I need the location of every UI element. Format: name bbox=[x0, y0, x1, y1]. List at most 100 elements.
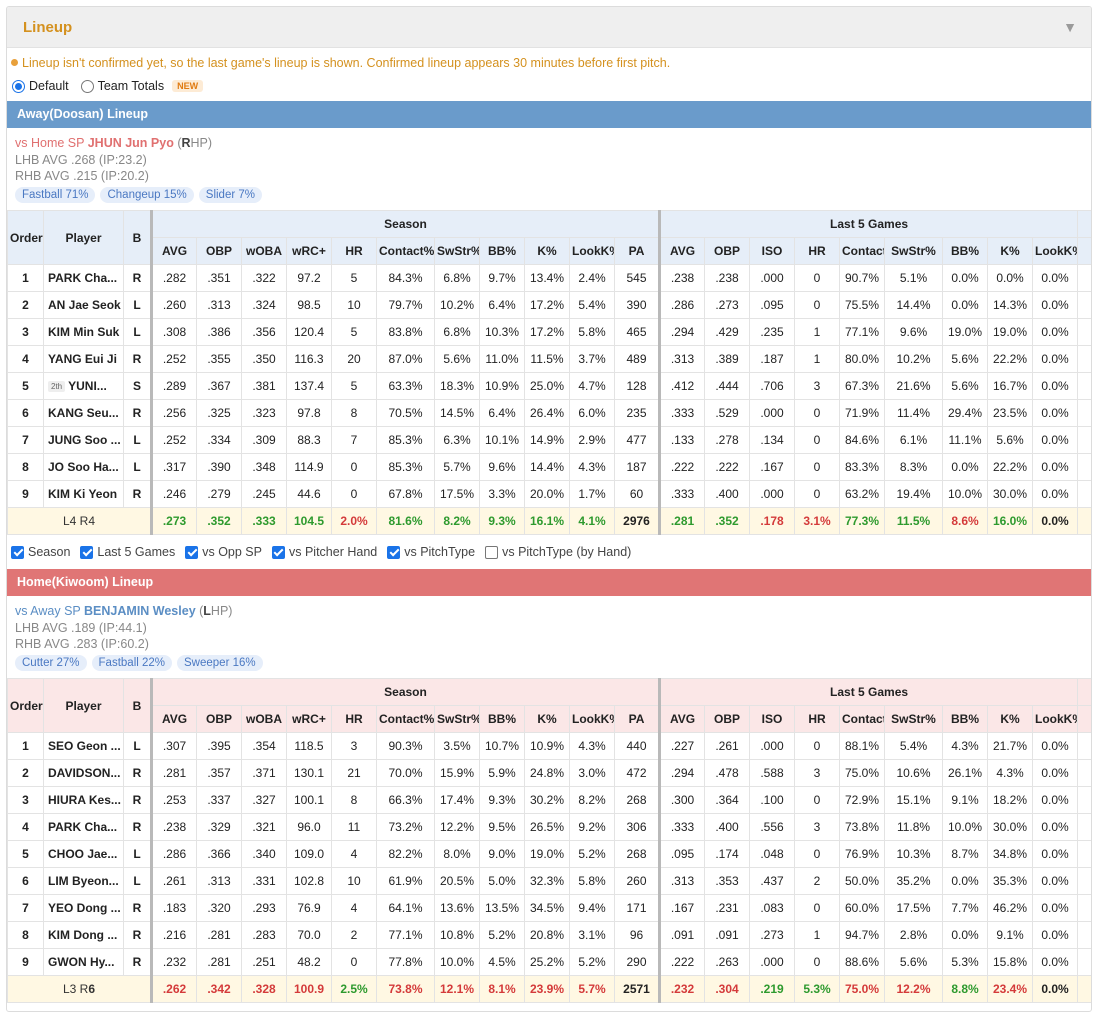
col-season-stat[interactable]: wOBA bbox=[241, 237, 287, 265]
col-season-stat[interactable]: LookK% bbox=[569, 237, 615, 265]
col-last5-stat[interactable]: OBP bbox=[704, 705, 751, 733]
player-cell[interactable]: HIURA Kes... bbox=[43, 786, 124, 814]
mode-default[interactable]: Default bbox=[12, 79, 69, 93]
col-season-stat[interactable]: Contact% bbox=[376, 237, 435, 265]
checkbox-box[interactable] bbox=[11, 545, 24, 559]
filter-checkbox[interactable]: vs Pitcher Hand bbox=[271, 545, 377, 559]
col-season-stat[interactable]: OBP bbox=[196, 237, 242, 265]
away-sp-name[interactable]: JHUN Jun Pyo bbox=[87, 136, 174, 150]
radio-team-totals[interactable] bbox=[80, 79, 94, 93]
player-name[interactable]: KIM Ki Yeon bbox=[48, 487, 118, 501]
player-cell[interactable]: LIM Byeon... bbox=[43, 867, 124, 895]
player-name[interactable]: YEO Dong ... bbox=[48, 901, 121, 915]
player-cell[interactable]: CHOO Jae... bbox=[43, 840, 124, 868]
col-b[interactable]: B bbox=[123, 210, 152, 265]
player-name[interactable]: JO Soo Ha... bbox=[48, 460, 119, 474]
col-season-stat[interactable]: K% bbox=[524, 705, 570, 733]
radio-default[interactable] bbox=[12, 79, 25, 93]
col-season-stat[interactable]: Contact% bbox=[376, 705, 435, 733]
col-season-stat[interactable]: K% bbox=[524, 237, 570, 265]
filter-checkbox[interactable]: vs Opp SP bbox=[185, 545, 262, 559]
player-cell[interactable]: JUNG Soo ... bbox=[43, 426, 124, 454]
col-last5-stat[interactable]: ISO bbox=[749, 237, 796, 265]
player-name[interactable]: CHOO Jae... bbox=[48, 847, 118, 861]
col-season-stat[interactable]: BB% bbox=[479, 705, 525, 733]
col-player[interactable]: Player bbox=[43, 678, 124, 733]
home-sp-name[interactable]: BENJAMIN Wesley bbox=[84, 604, 196, 618]
col-season-stat[interactable]: BB% bbox=[479, 237, 525, 265]
player-name[interactable]: AN Jae Seok bbox=[48, 298, 121, 312]
col-last5-stat[interactable]: OBP bbox=[704, 237, 751, 265]
player-cell[interactable]: KIM Dong ... bbox=[43, 921, 124, 949]
col-last5-stat[interactable]: ISO bbox=[749, 705, 796, 733]
player-cell[interactable]: SEO Geon ... bbox=[43, 732, 124, 760]
col-last5-stat[interactable]: AVG bbox=[658, 237, 706, 265]
player-cell[interactable]: KIM Ki Yeon bbox=[43, 480, 124, 508]
player-name[interactable]: KIM Min Suk bbox=[48, 325, 120, 339]
col-season-stat[interactable]: OBP bbox=[196, 705, 242, 733]
col-order[interactable]: Order bbox=[7, 210, 44, 265]
col-last5-stat[interactable]: K% bbox=[987, 237, 1034, 265]
player-name[interactable]: DAVIDSON... bbox=[48, 766, 121, 780]
filter-checkbox[interactable]: Last 5 Games bbox=[80, 545, 175, 559]
col-last5-stat[interactable]: HR bbox=[794, 237, 841, 265]
col-season-stat[interactable]: PA bbox=[613, 705, 661, 733]
col-last5-stat[interactable]: BB% bbox=[942, 237, 989, 265]
player-cell[interactable]: KANG Seu... bbox=[43, 399, 124, 427]
col-last5-stat[interactable]: HR bbox=[794, 705, 841, 733]
filter-checkbox[interactable]: Season bbox=[11, 545, 70, 559]
panel-header[interactable]: Lineup ▼ bbox=[7, 7, 1091, 48]
player-cell[interactable]: 2th YUNI... bbox=[43, 372, 124, 400]
player-cell[interactable]: JO Soo Ha... bbox=[43, 453, 124, 481]
checkbox-box[interactable] bbox=[80, 545, 94, 559]
player-name[interactable]: KANG Seu... bbox=[48, 406, 119, 420]
col-last5-stat[interactable]: BB% bbox=[942, 705, 989, 733]
player-cell[interactable]: YEO Dong ... bbox=[43, 894, 124, 922]
col-last5-stat[interactable]: SwStr% bbox=[884, 705, 944, 733]
checkbox-box[interactable] bbox=[387, 545, 401, 559]
col-player[interactable]: Player bbox=[43, 210, 124, 265]
checkbox-box[interactable] bbox=[485, 545, 499, 559]
player-name[interactable]: LIM Byeon... bbox=[48, 874, 119, 888]
player-name[interactable]: YANG Eui Ji bbox=[48, 352, 117, 366]
player-name[interactable]: GWON Hy... bbox=[48, 955, 115, 969]
triangle-down-icon[interactable]: ▼ bbox=[1063, 19, 1077, 35]
player-name[interactable]: SEO Geon ... bbox=[48, 739, 121, 753]
player-cell[interactable]: DAVIDSON... bbox=[43, 759, 124, 787]
col-season-stat[interactable]: HR bbox=[331, 705, 377, 733]
player-name[interactable]: JUNG Soo ... bbox=[48, 433, 121, 447]
player-name[interactable]: KIM Dong ... bbox=[48, 928, 118, 942]
col-season-stat[interactable]: AVG bbox=[150, 705, 197, 733]
col-season-stat[interactable]: HR bbox=[331, 237, 377, 265]
player-name[interactable]: HIURA Kes... bbox=[48, 793, 121, 807]
player-cell[interactable]: GWON Hy... bbox=[43, 948, 124, 976]
col-last5-stat[interactable]: AVG bbox=[658, 705, 706, 733]
filter-checkbox[interactable]: vs PitchType bbox=[387, 545, 475, 559]
col-last5-stat[interactable]: Contact% bbox=[839, 705, 886, 733]
filter-checkbox[interactable]: vs PitchType (by Hand) bbox=[485, 545, 631, 559]
player-cell[interactable]: KIM Min Suk bbox=[43, 318, 124, 346]
player-name[interactable]: YUNI... bbox=[68, 379, 107, 393]
col-last5-stat[interactable]: K% bbox=[987, 705, 1034, 733]
checkbox-box[interactable] bbox=[185, 545, 199, 559]
player-cell[interactable]: PARK Cha... bbox=[43, 813, 124, 841]
col-b[interactable]: B bbox=[123, 678, 152, 733]
col-season-stat[interactable]: wRC+ bbox=[286, 705, 332, 733]
mode-team-totals[interactable]: Team Totals bbox=[80, 79, 164, 93]
col-season-stat[interactable]: SwStr% bbox=[434, 705, 480, 733]
col-last5-stat[interactable]: SwStr% bbox=[884, 237, 944, 265]
col-season-stat[interactable]: LookK% bbox=[569, 705, 615, 733]
player-cell[interactable]: AN Jae Seok bbox=[43, 291, 124, 319]
player-name[interactable]: PARK Cha... bbox=[48, 271, 118, 285]
col-order[interactable]: Order bbox=[7, 678, 44, 733]
col-last5-stat[interactable]: LookK% bbox=[1032, 705, 1079, 733]
player-cell[interactable]: PARK Cha... bbox=[43, 264, 124, 292]
player-name[interactable]: PARK Cha... bbox=[48, 820, 118, 834]
col-season-stat[interactable]: PA bbox=[613, 237, 661, 265]
col-season-stat[interactable]: AVG bbox=[150, 237, 197, 265]
col-season-stat[interactable]: wOBA bbox=[241, 705, 287, 733]
col-last5-stat[interactable]: LookK% bbox=[1032, 237, 1079, 265]
checkbox-box[interactable] bbox=[271, 545, 285, 559]
col-season-stat[interactable]: SwStr% bbox=[434, 237, 480, 265]
player-cell[interactable]: YANG Eui Ji bbox=[43, 345, 124, 373]
